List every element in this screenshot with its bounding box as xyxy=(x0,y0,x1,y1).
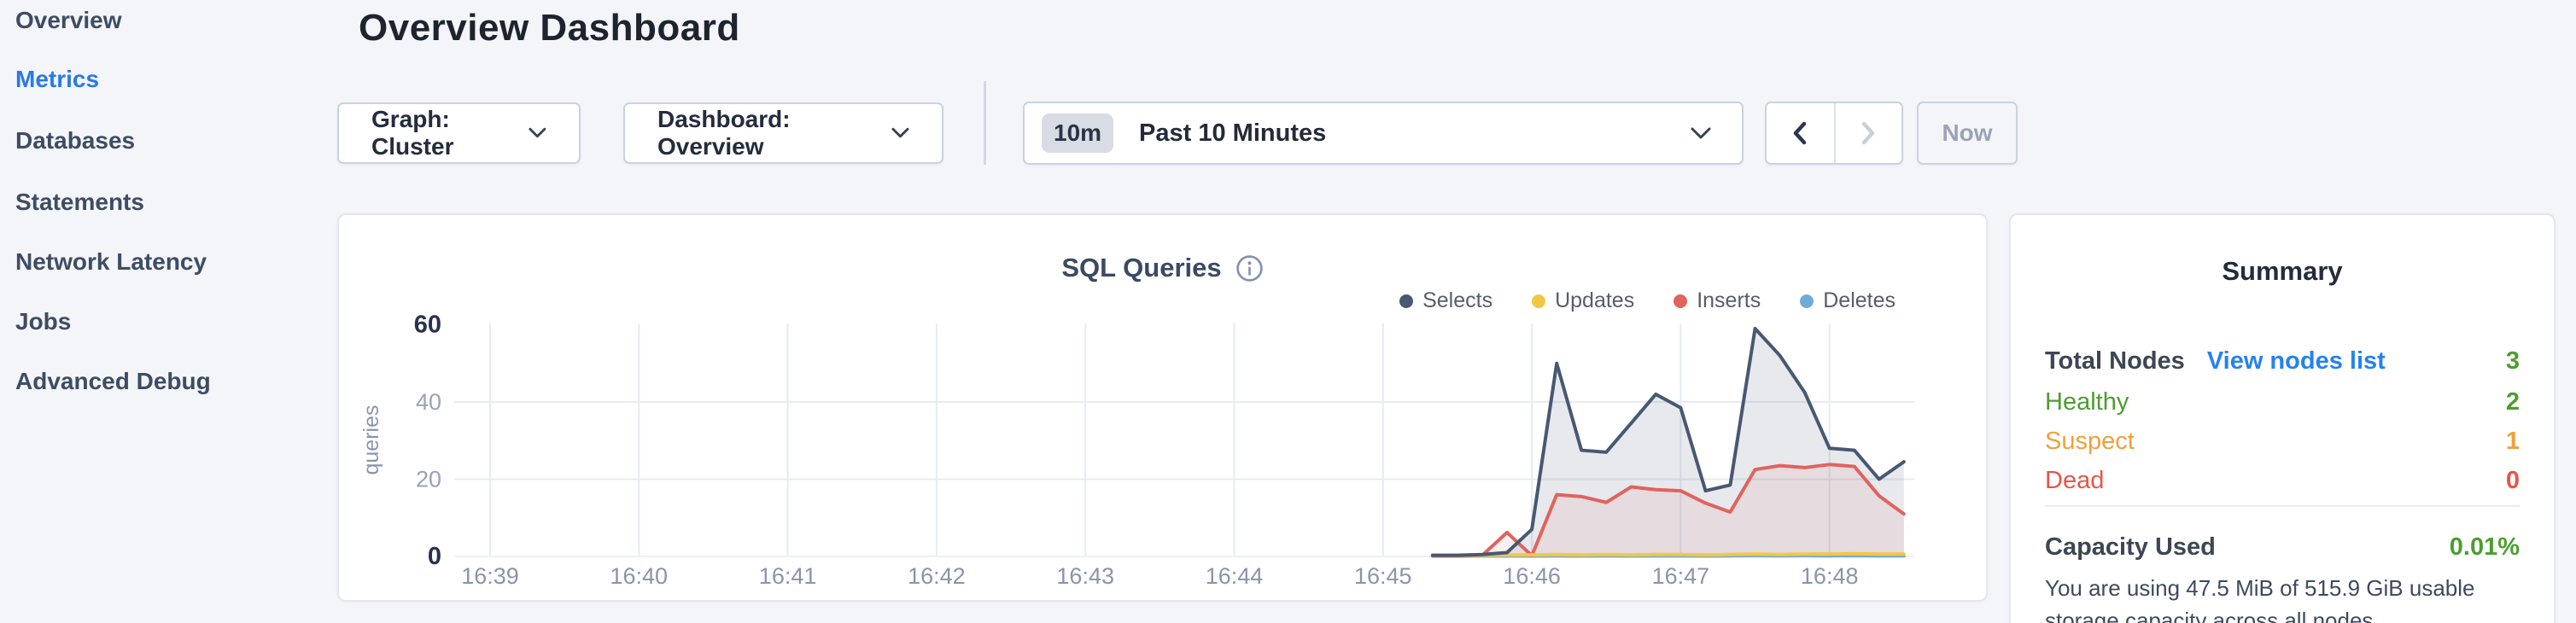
legend-dot-selects xyxy=(1399,294,1414,308)
legend-label: Deletes xyxy=(1823,288,1895,312)
suspect-nodes-row: Suspect 1 xyxy=(2045,422,2520,461)
series-updates-line xyxy=(1430,551,1906,557)
x-tick-label: 16:41 xyxy=(759,563,817,589)
series-inserts-line xyxy=(1430,463,1906,558)
sidebar-item-advanced-debug[interactable]: Advanced Debug xyxy=(15,368,211,394)
time-step-back-button[interactable] xyxy=(1767,103,1834,163)
sql-queries-chart-card: SQL Queries Selects Updates Inserts Deletes… xyxy=(337,213,1988,602)
y-tick-label: 20 xyxy=(416,467,441,492)
capacity-note: You are using 47.5 MiB of 515.9 GiB usab… xyxy=(2045,575,2475,623)
time-range-select[interactable]: 10m Past 10 Minutes xyxy=(1023,102,1744,165)
sidebar-item-network-latency[interactable]: Network Latency xyxy=(15,248,207,275)
legend-dot-deletes xyxy=(1800,294,1814,308)
summary-title: Summary xyxy=(2222,256,2343,286)
page-title: Overview Dashboard xyxy=(359,7,740,49)
suspect-label: Suspect xyxy=(2045,427,2135,455)
series-inserts-area xyxy=(1432,464,1904,556)
now-button-label: Now xyxy=(1942,119,1993,146)
x-tick-label: 16:48 xyxy=(1801,563,1859,589)
controls-divider xyxy=(984,81,986,165)
capacity-used-row: Capacity Used 0.01% xyxy=(2045,527,2520,567)
dead-label: Dead xyxy=(2045,466,2105,494)
chevron-right-icon xyxy=(1862,121,1875,145)
time-step-forward-button[interactable] xyxy=(1833,103,1901,163)
now-button[interactable]: Now xyxy=(1917,102,2018,165)
x-tick-label: 16:42 xyxy=(908,563,966,589)
chart-legend: Selects Updates Inserts Deletes xyxy=(1399,288,1895,313)
legend-item-deletes[interactable]: Deletes xyxy=(1800,288,1895,313)
legend-label: Inserts xyxy=(1697,288,1761,312)
y-tick-label: 0 xyxy=(428,543,441,570)
legend-item-inserts[interactable]: Inserts xyxy=(1674,288,1761,313)
time-range-label: Past 10 Minutes xyxy=(1139,119,1327,147)
healthy-value: 2 xyxy=(2505,387,2520,416)
info-icon[interactable] xyxy=(1235,254,1264,282)
x-tick-label: 16:45 xyxy=(1354,563,1412,589)
x-tick-label: 16:44 xyxy=(1206,563,1264,589)
chevron-down-icon xyxy=(529,127,546,138)
total-nodes-row: Total Nodes View nodes list 3 xyxy=(2045,341,2520,381)
legend-item-selects[interactable]: Selects xyxy=(1399,288,1492,313)
x-tick-label: 16:46 xyxy=(1503,563,1561,589)
chart-title: SQL Queries xyxy=(1061,253,1222,282)
legend-label: Updates xyxy=(1555,288,1635,312)
y-tick-label: 60 xyxy=(414,312,441,339)
legend-dot-updates xyxy=(1532,294,1546,308)
x-tick-label: 16:39 xyxy=(461,563,519,589)
sidebar-item-metrics[interactable]: Metrics xyxy=(15,66,100,92)
sidebar-item-overview[interactable]: Overview xyxy=(15,7,122,33)
y-axis-title: queries xyxy=(359,405,383,475)
total-nodes-label: Total Nodes xyxy=(2045,346,2185,375)
dead-nodes-row: Dead 0 xyxy=(2045,461,2520,500)
chevron-down-icon xyxy=(1691,127,1711,138)
summary-divider xyxy=(2045,505,2520,507)
view-nodes-list-link[interactable]: View nodes list xyxy=(2206,346,2386,375)
suspect-value: 1 xyxy=(2505,427,2520,455)
graph-scope-dropdown[interactable]: Graph: Cluster xyxy=(337,102,581,164)
series-selects-area xyxy=(1432,329,1904,556)
summary-panel: Summary Total Nodes View nodes list 3 He… xyxy=(2009,213,2556,623)
graph-scope-dropdown-label: Graph: Cluster xyxy=(371,106,454,160)
healthy-nodes-row: Healthy 2 xyxy=(2045,382,2520,422)
time-range-badge: 10m xyxy=(1042,114,1114,153)
dashboard-dropdown[interactable]: Dashboard: Overview xyxy=(623,102,943,164)
chevron-down-icon xyxy=(891,127,909,138)
chevron-left-icon xyxy=(1794,121,1807,145)
dead-value: 0 xyxy=(2505,466,2520,494)
legend-label: Selects xyxy=(1422,288,1493,312)
x-tick-label: 16:47 xyxy=(1652,563,1710,589)
healthy-label: Healthy xyxy=(2045,387,2129,416)
series-selects-line xyxy=(1430,327,1906,557)
sidebar: Overview Metrics Databases Statements Ne… xyxy=(0,0,324,623)
capacity-used-label: Capacity Used xyxy=(2045,533,2216,561)
capacity-used-value: 0.01% xyxy=(2449,533,2520,561)
time-step-buttons xyxy=(1765,102,1903,165)
sql-queries-plot: 0 20 40 60 16:39 16:40 16:41 16:42 16:43 16:44 16:… xyxy=(359,312,1914,589)
total-nodes-value: 3 xyxy=(2505,346,2520,375)
x-tick-label: 16:43 xyxy=(1056,563,1114,589)
y-tick-label: 40 xyxy=(416,389,441,415)
sidebar-item-jobs[interactable]: Jobs xyxy=(15,308,72,335)
x-tick-label: 16:40 xyxy=(610,563,669,589)
legend-dot-inserts xyxy=(1674,294,1688,308)
sidebar-item-statements[interactable]: Statements xyxy=(15,189,144,215)
sidebar-item-databases[interactable]: Databases xyxy=(15,127,136,154)
dashboard-dropdown-label: Dashboard: Overview xyxy=(657,106,791,160)
legend-item-updates[interactable]: Updates xyxy=(1532,288,1634,313)
